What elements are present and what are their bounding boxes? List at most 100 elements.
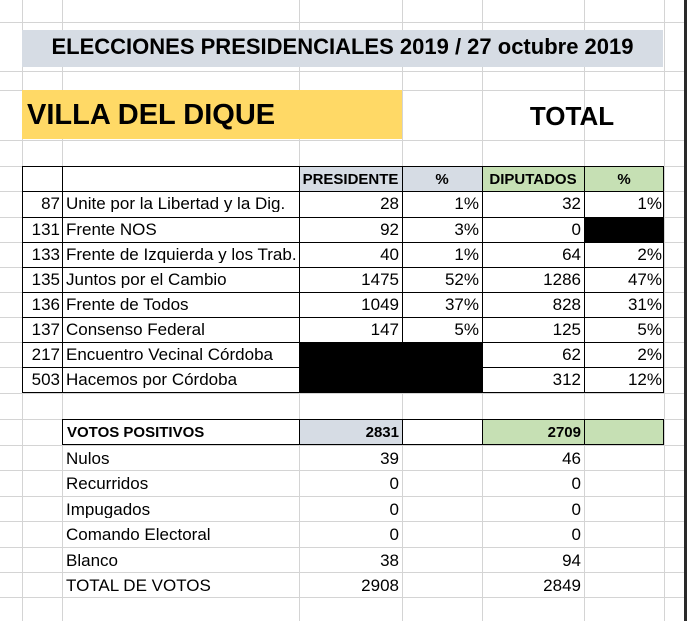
blocked-cell-presidente xyxy=(299,342,482,393)
grid-row-line xyxy=(0,572,687,573)
table-row-line xyxy=(22,267,664,268)
diputados-percent: 31% xyxy=(627,296,662,313)
header-presidente: PRESIDENTE xyxy=(302,172,399,187)
summary-label: TOTAL DE VOTOS xyxy=(66,577,211,594)
positivos-fill-diputados xyxy=(482,419,664,444)
title-band xyxy=(22,30,663,67)
diputados-percent: 47% xyxy=(627,271,662,288)
total-label: TOTAL xyxy=(529,103,615,129)
grid-row-line xyxy=(0,71,687,72)
grid-row-line xyxy=(0,140,687,141)
sheet-title: ELECCIONES PRESIDENCIALES 2019 / 27 octu… xyxy=(51,36,634,58)
table-row-line xyxy=(22,292,664,293)
diputados-percent: 2% xyxy=(637,246,662,263)
summary-presidente: 0 xyxy=(389,475,399,492)
diputados-percent: 5% xyxy=(637,321,662,338)
summary-presidente: 0 xyxy=(389,526,399,543)
summary-presidente: 0 xyxy=(389,501,399,518)
grid-row-line xyxy=(0,470,687,471)
party-name: Hacemos por Córdoba xyxy=(66,371,238,388)
votos-positivos-diputados: 2709 xyxy=(547,425,581,440)
summary-diputados: 2849 xyxy=(543,577,581,594)
scrollbar[interactable] xyxy=(684,0,687,621)
table-col-line xyxy=(584,166,585,393)
blocked-cell-diputados-pct xyxy=(584,217,664,242)
diputados-votes: 312 xyxy=(552,371,581,388)
presidente-percent: 37% xyxy=(444,296,479,313)
party-name: Juntos por el Cambio xyxy=(66,271,227,288)
party-number: 131 xyxy=(31,221,60,238)
presidente-percent: 5% xyxy=(454,321,479,338)
summary-label: Impugados xyxy=(66,501,151,518)
party-number: 503 xyxy=(31,371,60,388)
presidente-percent: 3% xyxy=(454,221,479,238)
grid-row-line xyxy=(0,597,687,598)
presidente-votes: 1475 xyxy=(361,271,399,288)
diputados-votes: 828 xyxy=(552,296,581,313)
party-number: 135 xyxy=(31,271,60,288)
summary-diputados: 46 xyxy=(562,450,581,467)
positive-col-line xyxy=(482,419,483,445)
diputados-votes: 1286 xyxy=(543,271,581,288)
diputados-votes: 125 xyxy=(552,321,581,338)
summary-diputados: 0 xyxy=(571,501,581,518)
party-number: 217 xyxy=(31,346,60,363)
grid-row-line xyxy=(0,22,687,23)
header-pct-presidente: % xyxy=(435,172,449,187)
diputados-votes: 32 xyxy=(562,195,581,212)
positive-col-line xyxy=(402,419,403,445)
presidente-percent: 1% xyxy=(454,195,479,212)
header-diputados: DIPUTADOS xyxy=(489,172,577,187)
table-col-line xyxy=(299,166,300,393)
presidente-percent: 52% xyxy=(444,271,479,288)
grid-col-line xyxy=(664,0,665,621)
diputados-percent: 2% xyxy=(637,346,662,363)
diputados-votes: 62 xyxy=(562,346,581,363)
party-number: 133 xyxy=(31,246,60,263)
presidente-votes: 1049 xyxy=(361,296,399,313)
party-name: Frente NOS xyxy=(66,221,157,238)
summary-diputados: 0 xyxy=(571,526,581,543)
summary-label: Blanco xyxy=(66,552,118,569)
party-name: Frente de Izquierda y los Trab. xyxy=(66,246,297,263)
table-col-line xyxy=(402,166,403,393)
presidente-votes: 147 xyxy=(370,321,399,338)
grid-row-line xyxy=(0,496,687,497)
grid-row-line xyxy=(0,393,687,394)
header-fill-deputies xyxy=(482,166,663,191)
diputados-percent: 12% xyxy=(627,371,662,388)
grid-row-line xyxy=(0,445,687,446)
table-row-line xyxy=(22,217,664,218)
header-fill-president xyxy=(299,166,482,191)
summary-presidente: 38 xyxy=(380,552,399,569)
diputados-votes: 0 xyxy=(571,221,581,238)
summary-diputados: 94 xyxy=(562,552,581,569)
table-row-line xyxy=(22,191,664,192)
summary-label: Nulos xyxy=(66,450,110,467)
diputados-votes: 64 xyxy=(562,246,581,263)
summary-diputados: 0 xyxy=(571,475,581,492)
presidente-votes: 28 xyxy=(380,195,399,212)
positive-col-line xyxy=(299,419,300,445)
table-row-line xyxy=(22,317,664,318)
party-number: 137 xyxy=(31,321,60,338)
votos-positivos-presidente: 2831 xyxy=(365,425,399,440)
presidente-votes: 40 xyxy=(380,246,399,263)
positive-col-line xyxy=(584,419,585,445)
summary-label: Recurridos xyxy=(66,475,149,492)
votos-positivos-label: VOTOS POSITIVOS xyxy=(67,425,205,440)
summary-presidente: 2908 xyxy=(361,577,399,594)
locality-name: VILLA DEL DIQUE xyxy=(27,101,276,130)
summary-label: Comando Electoral xyxy=(66,526,211,543)
diputados-percent: 1% xyxy=(637,195,662,212)
party-name: Consenso Federal xyxy=(66,321,205,338)
presidente-votes: 92 xyxy=(380,221,399,238)
grid-row-line xyxy=(0,547,687,548)
table-col-line xyxy=(62,166,63,393)
positivos-fill-presidente xyxy=(299,419,402,444)
party-name: Encuentro Vecinal Córdoba xyxy=(66,346,273,363)
table-row-line xyxy=(22,242,664,243)
party-name: Frente de Todos xyxy=(66,296,189,313)
positive-votes-box xyxy=(62,419,664,445)
